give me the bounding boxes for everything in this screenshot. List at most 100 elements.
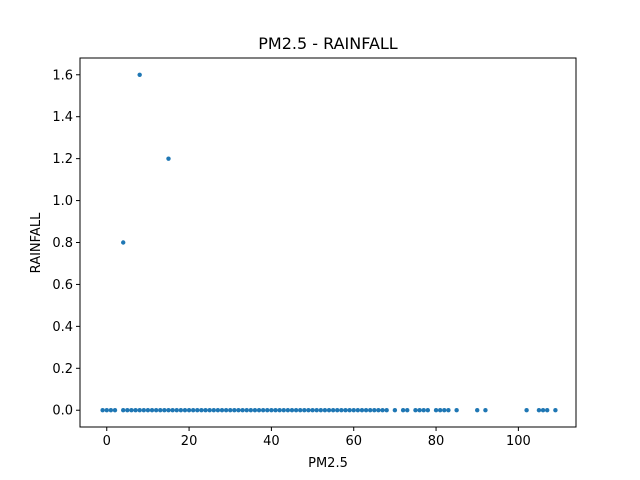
data-point [544, 408, 550, 413]
data-point [137, 408, 142, 413]
data-point [223, 408, 229, 413]
data-point [298, 408, 303, 413]
data-point [273, 408, 278, 413]
data-point [121, 240, 126, 245]
data-point [347, 408, 352, 413]
y-axis-label: RAINFALL [29, 212, 44, 273]
data-point [421, 408, 426, 413]
data-point [433, 408, 439, 413]
data-point [203, 408, 208, 413]
data-point [454, 408, 459, 413]
x-axis-label: PM2.5 [308, 456, 348, 471]
y-tick-label: 0.2 [52, 362, 73, 377]
data-point [540, 408, 546, 413]
data-point [240, 408, 245, 413]
data-point [121, 408, 126, 413]
y-tick-label: 1.2 [52, 152, 73, 167]
data-point [392, 408, 398, 413]
data-point [170, 408, 175, 413]
x-tick-label: 20 [181, 434, 198, 449]
data-point [108, 408, 114, 413]
data-point [553, 408, 558, 413]
data-point [219, 408, 225, 413]
x-axis-ticks: 0 20 40 60 80 100 [103, 427, 531, 449]
data-point [376, 408, 381, 413]
data-point [326, 408, 332, 413]
data-point [306, 408, 311, 413]
data-point [162, 408, 167, 413]
data-point [199, 408, 204, 413]
data-point [437, 408, 443, 413]
data-point [186, 408, 192, 413]
data-point [195, 408, 200, 413]
data-point [129, 408, 134, 413]
data-point [232, 408, 237, 413]
data-point [256, 408, 262, 413]
data-point [133, 408, 138, 413]
y-tick-label: 0.6 [52, 278, 73, 293]
x-tick-label: 100 [506, 434, 531, 449]
data-point [351, 408, 356, 413]
data-point [417, 408, 422, 413]
data-point [380, 408, 385, 413]
data-point [182, 408, 188, 413]
data-point [343, 408, 348, 413]
data-point [384, 408, 389, 413]
data-point [314, 408, 319, 413]
data-point [112, 408, 118, 413]
data-point [400, 408, 406, 413]
data-point [285, 408, 291, 413]
data-point [281, 408, 286, 413]
data-point [228, 408, 233, 413]
data-point [322, 408, 328, 413]
data-point [277, 408, 282, 413]
data-point [293, 408, 299, 413]
data-point [483, 408, 488, 413]
data-point [367, 408, 373, 413]
data-point [475, 408, 480, 413]
data-point [252, 408, 258, 413]
data-point [125, 408, 130, 413]
data-point [141, 408, 146, 413]
x-tick-label: 80 [428, 434, 445, 449]
data-point [149, 408, 155, 413]
data-point [215, 408, 221, 413]
data-point [335, 408, 340, 413]
data-point [248, 408, 254, 413]
data-point [174, 408, 179, 413]
data-point [236, 408, 241, 413]
y-tick-label: 1.4 [52, 110, 73, 125]
data-point [260, 408, 266, 413]
data-point [158, 408, 163, 413]
data-point [442, 408, 447, 413]
data-point [191, 408, 196, 413]
data-point [104, 408, 109, 413]
data-point [178, 408, 184, 413]
data-point [211, 408, 216, 413]
data-point [153, 408, 159, 413]
data-point [166, 156, 171, 161]
y-tick-label: 1.6 [52, 68, 73, 83]
data-point [244, 408, 249, 413]
data-point [289, 408, 295, 413]
y-axis-ticks: 0.0 0.2 0.4 0.6 0.8 1.0 1.2 1.4 1.6 [52, 68, 80, 419]
data-point [265, 408, 270, 413]
data-point [339, 408, 344, 413]
y-tick-label: 0.8 [52, 236, 73, 251]
data-point [372, 408, 377, 413]
chart-title: PM2.5 - RAINFALL [258, 34, 398, 53]
x-tick-label: 0 [103, 434, 111, 449]
y-tick-label: 0.4 [52, 320, 73, 335]
data-point [413, 408, 418, 413]
data-point [536, 408, 542, 413]
x-tick-label: 60 [345, 434, 362, 449]
data-point [137, 72, 142, 77]
data-point [207, 408, 212, 413]
data-point [318, 408, 323, 413]
data-point [425, 408, 431, 413]
data-point [363, 408, 369, 413]
data-point [269, 408, 274, 413]
data-point [310, 408, 315, 413]
